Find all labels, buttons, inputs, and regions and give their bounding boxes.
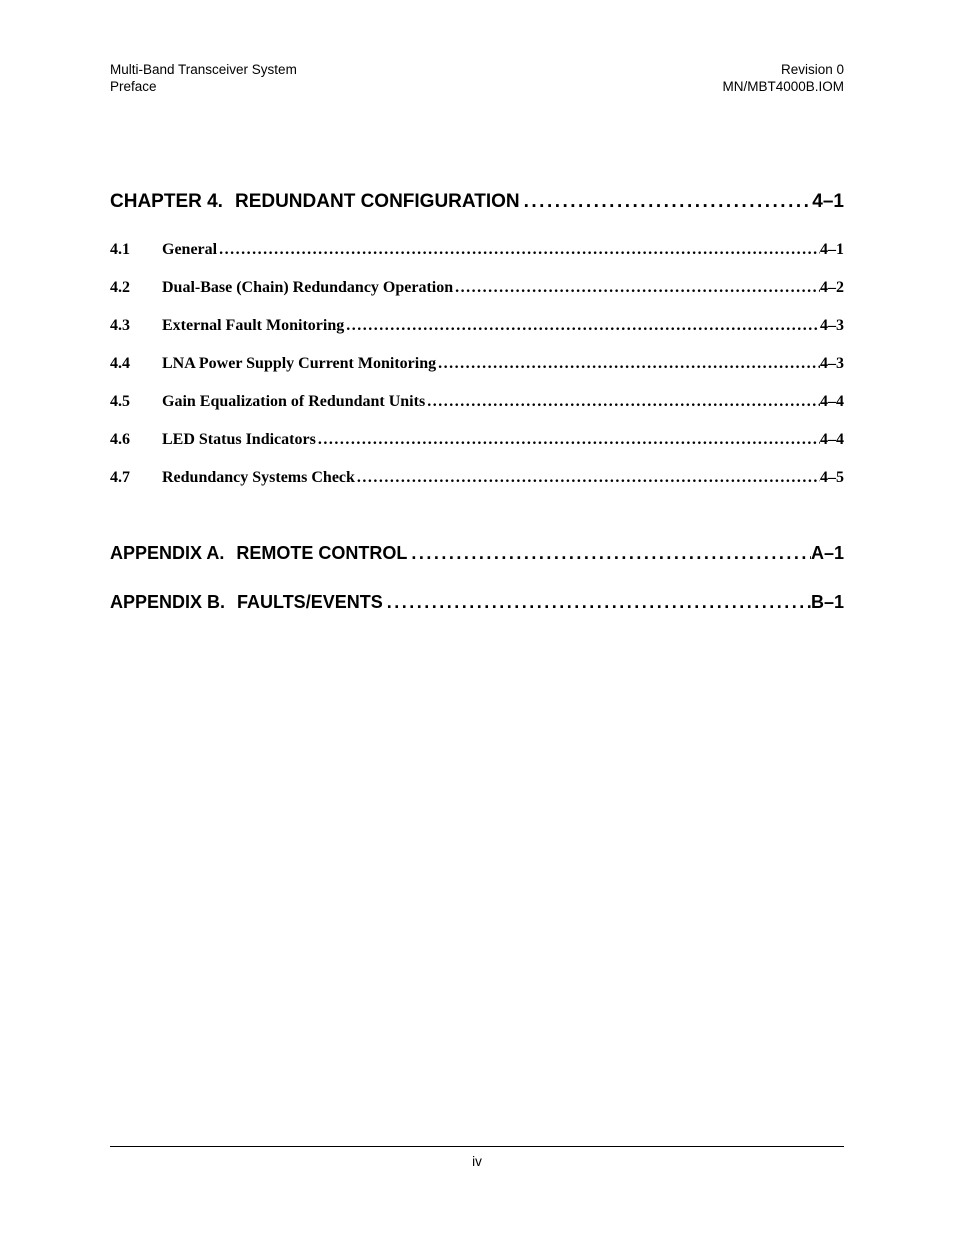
toc-chapter-page: 4–1 — [812, 191, 844, 213]
toc-section-page: 4–4 — [820, 393, 844, 411]
toc-appendices: APPENDIX A. REMOTE CONTROL...............… — [110, 543, 844, 613]
toc-section-row: 4.1General..............................… — [110, 241, 844, 259]
toc-section-row: 4.5Gain Equalization of Redundant Units.… — [110, 393, 844, 411]
toc-leader-dots: ........................................… — [407, 543, 811, 564]
toc-section-number: 4.1 — [110, 241, 162, 259]
toc-chapter-label: CHAPTER 4. — [110, 191, 223, 213]
toc-section-row: 4.7Redundancy Systems Check.............… — [110, 469, 844, 487]
toc-section-title: Redundancy Systems Check — [162, 469, 355, 487]
toc-leader-dots: ........................................… — [436, 355, 820, 373]
toc-section-row: 4.4LNA Power Supply Current Monitoring..… — [110, 355, 844, 373]
toc-sections: 4.1General..............................… — [110, 241, 844, 487]
toc-leader-dots: ........................................… — [520, 191, 813, 213]
toc-section-title: LNA Power Supply Current Monitoring — [162, 355, 436, 373]
toc-chapter-row: CHAPTER 4. REDUNDANT CONFIGURATION .....… — [110, 191, 844, 213]
toc-section-page: 4–2 — [820, 279, 844, 297]
toc-section-title: Dual-Base (Chain) Redundancy Operation — [162, 279, 453, 297]
footer-page-number: iv — [0, 1154, 954, 1169]
toc-section-number: 4.6 — [110, 431, 162, 449]
toc-section-number: 4.4 — [110, 355, 162, 373]
toc-leader-dots: ........................................… — [355, 469, 820, 487]
toc-section-page: 4–1 — [820, 241, 844, 259]
header-right: Revision 0 MN/MBT4000B.IOM — [722, 62, 844, 96]
toc-section-title: General — [162, 241, 217, 259]
toc-section-number: 4.7 — [110, 469, 162, 487]
toc-section-page: 4–3 — [820, 355, 844, 373]
footer-rule — [110, 1146, 844, 1147]
header-left: Multi-Band Transceiver System Preface — [110, 62, 297, 96]
toc-appendix-label: APPENDIX B. — [110, 592, 225, 613]
toc-appendix-title: REMOTE CONTROL — [236, 543, 407, 564]
toc-appendix-title: FAULTS/EVENTS — [237, 592, 383, 613]
toc-appendix-row: APPENDIX A. REMOTE CONTROL...............… — [110, 543, 844, 564]
toc-chapter-title: REDUNDANT CONFIGURATION — [235, 191, 520, 213]
toc-leader-dots: ........................................… — [453, 279, 820, 297]
toc-appendix-page: A–1 — [811, 543, 844, 564]
toc-section-row: 4.3External Fault Monitoring............… — [110, 317, 844, 335]
header-right-line1: Revision 0 — [722, 62, 844, 79]
toc-section-title: LED Status Indicators — [162, 431, 316, 449]
header-right-line2: MN/MBT4000B.IOM — [722, 79, 844, 96]
toc-leader-dots: ........................................… — [217, 241, 820, 259]
toc-section-title: Gain Equalization of Redundant Units — [162, 393, 425, 411]
toc-section-number: 4.2 — [110, 279, 162, 297]
header-left-line2: Preface — [110, 79, 297, 96]
spacer — [110, 507, 844, 543]
header-left-line1: Multi-Band Transceiver System — [110, 62, 297, 79]
toc-appendix-label: APPENDIX A. — [110, 543, 224, 564]
toc-section-page: 4–5 — [820, 469, 844, 487]
page-header: Multi-Band Transceiver System Preface Re… — [110, 62, 844, 96]
toc-section-row: 4.6LED Status Indicators................… — [110, 431, 844, 449]
toc-section-row: 4.2Dual-Base (Chain) Redundancy Operatio… — [110, 279, 844, 297]
toc-appendix-row: APPENDIX B. FAULTS/EVENTS................… — [110, 592, 844, 613]
toc-leader-dots: ........................................… — [383, 592, 811, 613]
toc-leader-dots: ........................................… — [425, 393, 820, 411]
toc-leader-dots: ........................................… — [344, 317, 820, 335]
toc-section-number: 4.3 — [110, 317, 162, 335]
toc-section-number: 4.5 — [110, 393, 162, 411]
toc-appendix-page: B–1 — [811, 592, 844, 613]
toc-section-title: External Fault Monitoring — [162, 317, 344, 335]
page-content: Multi-Band Transceiver System Preface Re… — [110, 62, 844, 1172]
toc-leader-dots: ........................................… — [316, 431, 820, 449]
toc-section-page: 4–4 — [820, 431, 844, 449]
toc-section-page: 4–3 — [820, 317, 844, 335]
